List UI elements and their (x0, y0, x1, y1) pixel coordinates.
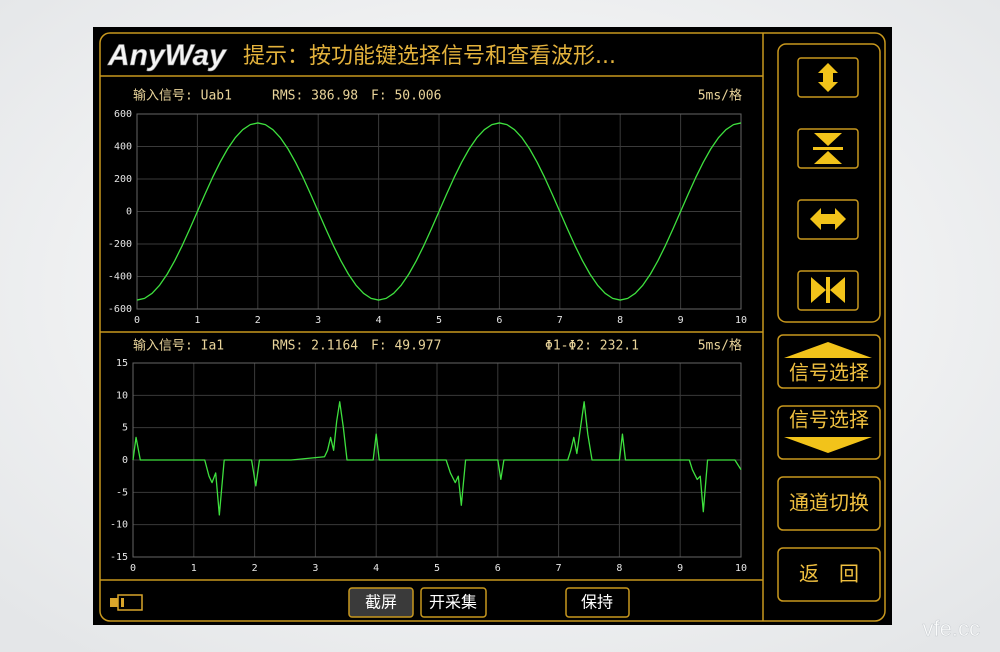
zoom-y-in-button[interactable] (797, 57, 859, 98)
screenshot-button[interactable] (348, 587, 414, 618)
x-tick-label: 7 (556, 563, 562, 574)
icon (813, 147, 843, 150)
zoom-panel (777, 43, 881, 323)
signal-up-button[interactable] (777, 334, 881, 389)
y-tick-label: 600 (114, 109, 132, 120)
icon (830, 277, 845, 303)
charts: 输入信号: Uab1 RMS: 386.98 F: 50.006 5ms/格60040… (108, 88, 747, 575)
icon (784, 437, 872, 453)
x-tick-label: 5 (434, 563, 440, 574)
y-tick-label: 15 (116, 358, 128, 369)
icon (784, 342, 872, 358)
x-tick-label: 6 (495, 563, 501, 574)
x-tick-label: 3 (312, 563, 318, 574)
x-tick-label: 2 (255, 315, 261, 326)
icon (818, 63, 838, 92)
y-tick-label: -200 (108, 239, 132, 250)
device-screen (93, 27, 892, 625)
signal-info: 5ms/格 (698, 88, 742, 104)
signal-info: RMS: 2.1164 (272, 339, 358, 354)
x-tick-label: 10 (735, 563, 747, 574)
y-tick-label: 5 (122, 423, 128, 434)
signal-info: RMS: 386.98 (272, 89, 358, 104)
x-tick-label: 0 (130, 563, 136, 574)
y-tick-label: -400 (108, 272, 132, 283)
button-label[interactable]: 信号选择 (789, 361, 869, 385)
icon (826, 277, 830, 303)
y-tick-label: -5 (116, 487, 128, 498)
signal-info: 5ms/格 (698, 338, 742, 354)
waveform (132, 401, 742, 516)
zoom-x-out-button[interactable] (797, 270, 859, 311)
x-tick-label: 6 (496, 315, 502, 326)
button-label[interactable]: 通道切换 (789, 491, 869, 515)
y-tick-label: 0 (122, 455, 128, 466)
x-tick-label: 4 (376, 315, 382, 326)
y-tick-label: 10 (116, 390, 128, 401)
screen-frame (99, 32, 886, 622)
x-tick-label: 9 (678, 315, 684, 326)
y-tick-label: -10 (110, 520, 128, 531)
x-tick-label: 2 (252, 563, 258, 574)
signal-info: F: 50.006 (371, 89, 441, 104)
x-tick-label: 9 (677, 563, 683, 574)
icon (811, 277, 826, 303)
zoom-y-out-button[interactable] (797, 128, 859, 169)
channel-switch-button[interactable] (777, 476, 881, 531)
x-tick-label: 10 (735, 315, 747, 326)
hint-text: 提示：按功能键选择信号和查看波形... (243, 44, 616, 69)
button-label[interactable]: 保持 (581, 593, 613, 612)
signal-info: 输入信号: Uab1 (133, 88, 232, 104)
signal-info: 输入信号: Ia1 (133, 338, 224, 354)
icon (814, 151, 842, 164)
button-label[interactable]: 开采集 (429, 593, 477, 612)
y-tick-label: -600 (108, 304, 132, 315)
x-tick-label: 8 (616, 563, 622, 574)
signal-info: Φ1-Φ2: 232.1 (545, 339, 639, 354)
x-tick-label: 8 (617, 315, 623, 326)
icon (810, 208, 846, 230)
x-tick-label: 3 (315, 315, 321, 326)
x-tick-label: 0 (134, 315, 140, 326)
acquire-button[interactable] (420, 587, 487, 618)
y-tick-label: 0 (126, 207, 132, 218)
button-label[interactable]: 信号选择 (789, 408, 869, 432)
y-tick-label: 400 (114, 142, 132, 153)
plot-frame (136, 113, 742, 310)
hold-button[interactable] (565, 587, 630, 618)
back-button[interactable] (777, 547, 881, 602)
waveform (136, 122, 742, 301)
y-tick-label: 200 (114, 174, 132, 185)
button-label[interactable]: 截屏 (365, 593, 397, 612)
x-tick-label: 7 (557, 315, 563, 326)
x-tick-label: 4 (373, 563, 379, 574)
x-tick-label: 5 (436, 315, 442, 326)
watermark: vfe.cc (923, 616, 980, 641)
x-tick-label: 1 (194, 315, 200, 326)
y-tick-label: -15 (110, 552, 128, 563)
signal-down-button[interactable] (777, 405, 881, 460)
x-tick-label: 1 (191, 563, 197, 574)
button-label[interactable]: 返 回 (799, 562, 859, 586)
storage-icon (110, 594, 143, 611)
signal-info: F: 49.977 (371, 339, 441, 354)
icon (814, 133, 842, 146)
zoom-x-in-button[interactable] (797, 199, 859, 240)
logo: AnyWay (107, 39, 227, 72)
